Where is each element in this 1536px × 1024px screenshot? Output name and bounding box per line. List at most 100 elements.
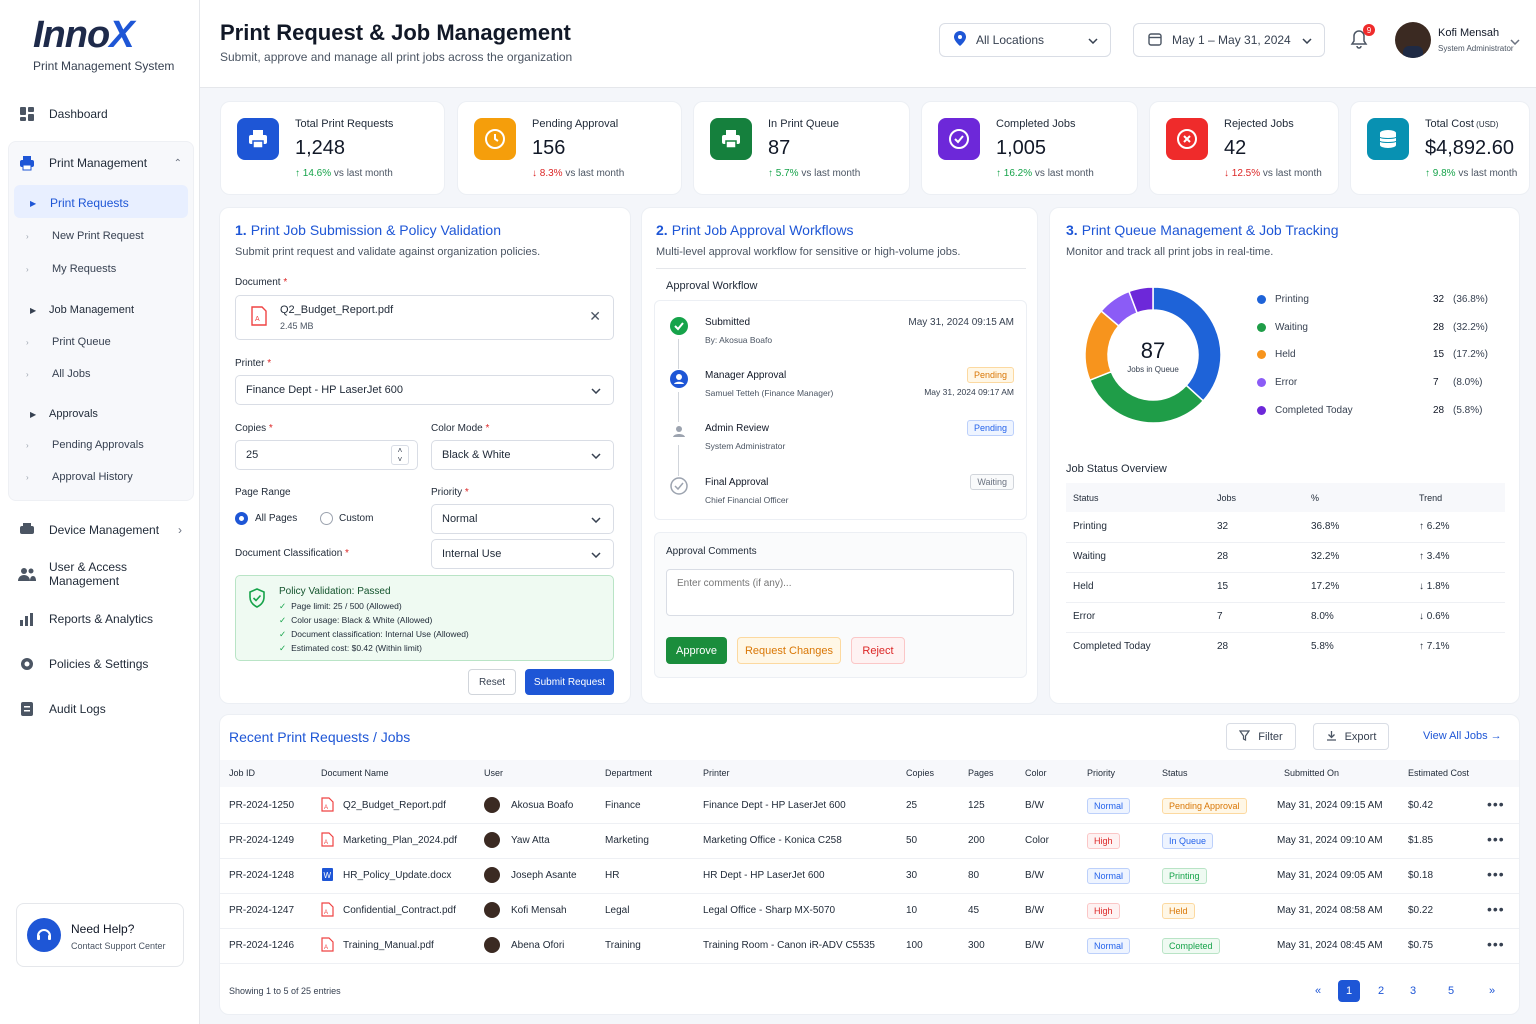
- nav-device-management[interactable]: Device Management ›: [8, 513, 194, 547]
- submit-request-button[interactable]: Submit Request: [525, 669, 614, 695]
- stat-label-text: Total Cost: [1425, 118, 1474, 130]
- coins-icon: [1367, 118, 1409, 160]
- row-divider: [1066, 572, 1505, 573]
- legend-dot: [1257, 378, 1266, 388]
- reject-button[interactable]: Reject: [851, 637, 905, 664]
- classification-label-text: Document Classification: [235, 548, 343, 559]
- more-options-icon[interactable]: •••: [1487, 866, 1505, 882]
- more-options-icon[interactable]: •••: [1487, 831, 1505, 847]
- date-range-select[interactable]: May 1 – May 31, 2024: [1133, 23, 1325, 57]
- page-number[interactable]: 2: [1377, 985, 1385, 997]
- overview-col-header: Trend: [1419, 493, 1443, 503]
- stat-change-suffix: vs last month: [333, 168, 393, 179]
- overview-col-header: %: [1311, 493, 1320, 503]
- nav-all-jobs[interactable]: › All Jobs: [26, 368, 91, 380]
- donut-center-label: Jobs in Queue: [1127, 365, 1179, 374]
- approve-button[interactable]: Approve: [666, 637, 727, 664]
- reset-button[interactable]: Reset: [468, 669, 516, 695]
- overview-trend: ↑ 3.4%: [1419, 551, 1450, 562]
- priority-select[interactable]: Normal: [431, 504, 614, 534]
- nav-my-requests[interactable]: › My Requests: [26, 263, 116, 275]
- document-field[interactable]: A Q2_Budget_Report.pdf 2.45 MB ✕: [235, 295, 614, 340]
- nav-print-queue[interactable]: › Print Queue: [26, 336, 111, 348]
- more-options-icon[interactable]: •••: [1487, 796, 1505, 812]
- nav-pending-approvals[interactable]: › Pending Approvals: [26, 439, 144, 451]
- stepper-arrows-icon[interactable]: ˄ ˅: [391, 445, 409, 465]
- document-name[interactable]: Confidential_Contract.pdf: [343, 905, 456, 916]
- caret-icon: ▶: [30, 305, 37, 315]
- nav-new-print-request[interactable]: › New Print Request: [26, 230, 144, 242]
- nav-reports[interactable]: Reports & Analytics: [8, 602, 194, 636]
- stat-change-value: 8.3%: [539, 168, 563, 179]
- stat-label-text: Rejected Jobs: [1224, 118, 1294, 130]
- more-options-icon[interactable]: •••: [1487, 936, 1505, 952]
- comments-textarea[interactable]: [666, 569, 1014, 616]
- filter-button[interactable]: Filter: [1226, 723, 1296, 750]
- policy-list: ✓ Page limit: 25 / 500 (Allowed) ✓ Color us…: [279, 601, 469, 657]
- radio-all-pages[interactable]: [235, 512, 248, 525]
- user-avatar[interactable]: [1395, 22, 1431, 58]
- color-mode-select[interactable]: Black & White: [431, 440, 614, 470]
- nav-job-management[interactable]: ▶ Job Management: [30, 304, 134, 316]
- page-title: Print Request & Job Management: [220, 20, 571, 45]
- nav-approvals[interactable]: ▶ Approvals: [30, 408, 98, 420]
- headset-icon: [27, 918, 61, 952]
- nav-approval-history[interactable]: › Approval History: [26, 471, 133, 483]
- stat-card: Rejected Jobs 42 ↓ 12.5% vs last month: [1149, 101, 1339, 195]
- nav-dashboard[interactable]: Dashboard: [8, 97, 194, 131]
- document-name[interactable]: HR_Policy_Update.docx: [343, 870, 452, 881]
- close-icon[interactable]: ✕: [589, 308, 601, 324]
- classification-select[interactable]: Internal Use: [431, 539, 614, 569]
- user-role: System Administrator: [1438, 44, 1514, 53]
- stat-change-suffix: vs last month: [1458, 168, 1518, 179]
- arrow-up-icon: ↑: [295, 168, 303, 179]
- status-badge: In Queue: [1162, 833, 1214, 849]
- workflow-step-by: By: Akosua Boafo: [705, 335, 773, 345]
- document-name[interactable]: Q2_Budget_Report.pdf: [343, 800, 446, 811]
- file-size: 2.45 MB: [280, 321, 314, 331]
- radio-custom[interactable]: [320, 512, 333, 525]
- location-select[interactable]: All Locations: [939, 23, 1111, 57]
- sidebar: InnoX Print Management System Dashboard …: [0, 0, 200, 1024]
- caret-icon: ›: [26, 472, 29, 482]
- active-highlight: [14, 185, 188, 218]
- arrow-up-icon: ↑: [768, 168, 776, 179]
- table-header-bg: [220, 760, 1519, 787]
- nav-print-requests[interactable]: ▶ Print Requests: [30, 196, 129, 210]
- nav-user-access[interactable]: User & Access Management: [8, 557, 194, 591]
- workflow-step-title: Admin Review: [705, 423, 769, 434]
- logo-subtitle: Print Management System: [33, 59, 175, 73]
- nav-audit-logs[interactable]: Audit Logs: [8, 692, 194, 726]
- chevron-down-icon: [1302, 33, 1312, 47]
- svg-text:W: W: [324, 871, 332, 880]
- document-name[interactable]: Marketing_Plan_2024.pdf: [343, 835, 457, 846]
- help-card[interactable]: Need Help? Contact Support Center: [16, 903, 184, 967]
- chevron-down-icon[interactable]: [1510, 34, 1520, 48]
- page-number[interactable]: 1: [1338, 980, 1360, 1002]
- priority-value: Normal: [442, 513, 478, 525]
- submission-title-text: Print Job Submission & Policy Validation: [250, 222, 501, 238]
- overview-pct: 32.2%: [1311, 551, 1340, 562]
- copies-stepper[interactable]: 25 ˄ ˅: [235, 440, 418, 470]
- page-prev[interactable]: «: [1314, 985, 1322, 997]
- stat-value: 1,248: [295, 137, 346, 159]
- stat-change-suffix: vs last month: [1034, 168, 1094, 179]
- more-options-icon[interactable]: •••: [1487, 901, 1505, 917]
- nav-policies[interactable]: Policies & Settings: [8, 647, 194, 681]
- workflow-line: [678, 335, 679, 485]
- page-next[interactable]: »: [1488, 985, 1496, 997]
- nav-print-management[interactable]: Print Management ⌃: [8, 146, 194, 180]
- stat-value: 1,005: [996, 137, 1047, 159]
- request-changes-button[interactable]: Request Changes: [737, 637, 841, 664]
- filter-icon: [1239, 729, 1251, 744]
- page-number[interactable]: 5: [1447, 985, 1455, 997]
- view-all-jobs-link[interactable]: View All Jobs →: [1423, 730, 1502, 742]
- export-button[interactable]: Export: [1313, 723, 1389, 750]
- approval-title: 2. Print Job Approval Workflows: [656, 222, 854, 238]
- printer-select[interactable]: Finance Dept - HP LaserJet 600: [235, 375, 614, 405]
- document-name[interactable]: Training_Manual.pdf: [343, 940, 434, 951]
- bell-icon[interactable]: [1350, 30, 1368, 53]
- page-number[interactable]: 3: [1409, 985, 1417, 997]
- caret-icon: ›: [26, 440, 29, 450]
- priority-badge: Normal: [1087, 868, 1131, 884]
